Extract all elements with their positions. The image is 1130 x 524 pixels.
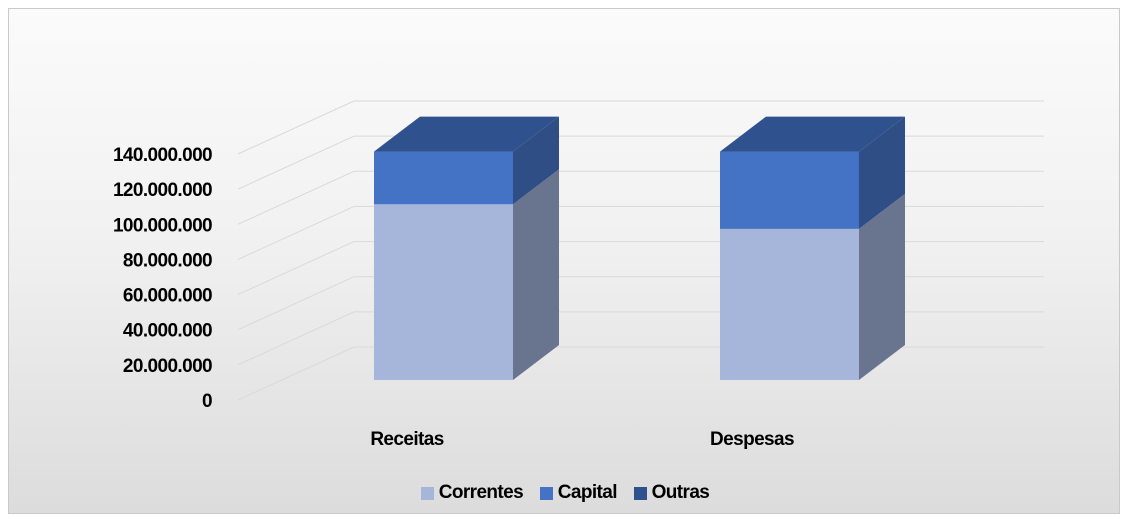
- bar-receitas-capital: [374, 151, 513, 205]
- y-tick-label: 140.000.000: [113, 145, 212, 166]
- bar-top-receitas: [374, 116, 559, 152]
- gridline-side: [237, 135, 355, 190]
- gridline-side: [237, 276, 355, 331]
- legend-item-capital: Capital: [539, 482, 618, 504]
- y-tick-label: 60.000.000: [123, 286, 212, 307]
- bar-side-despesas: [859, 116, 905, 229]
- y-tick-label: 80.000.000: [123, 250, 212, 271]
- bar-side-receitas: [513, 169, 559, 380]
- legend-item-outras: Outras: [633, 482, 710, 504]
- x-category-label: Despesas: [710, 429, 794, 450]
- gridline-side: [237, 311, 355, 366]
- legend-label-capital: Capital: [557, 482, 618, 503]
- bar-despesas-capital: [720, 151, 859, 229]
- bar-side-despesas: [859, 193, 905, 380]
- y-tick-label: 20.000.000: [123, 356, 212, 377]
- y-tick-label: 120.000.000: [113, 180, 212, 201]
- y-tick-label: 100.000.000: [113, 215, 212, 236]
- gridline-side: [237, 205, 355, 260]
- gridline-side: [237, 170, 355, 225]
- x-category-label: Receitas: [370, 429, 443, 450]
- legend: Correntes Capital Outras: [0, 482, 1130, 506]
- bar-receitas-correntes: [374, 204, 513, 380]
- y-tick-label: 0: [202, 391, 212, 412]
- y-tick-label: 40.000.000: [123, 321, 212, 342]
- legend-swatch-capital: [539, 486, 553, 500]
- legend-swatch-correntes: [420, 486, 434, 500]
- legend-label-correntes: Correntes: [438, 482, 524, 503]
- gridline-side: [237, 346, 355, 401]
- gridline-side: [237, 241, 355, 296]
- bar-top-despesas: [720, 116, 905, 152]
- legend-label-outras: Outras: [651, 482, 710, 503]
- legend-item-correntes: Correntes: [420, 482, 524, 504]
- legend-swatch-outras: [633, 486, 647, 500]
- bar-despesas-correntes: [720, 228, 859, 380]
- chart-area: [8, 8, 1120, 514]
- bar-side-receitas: [513, 116, 559, 205]
- gridline-side: [237, 100, 355, 155]
